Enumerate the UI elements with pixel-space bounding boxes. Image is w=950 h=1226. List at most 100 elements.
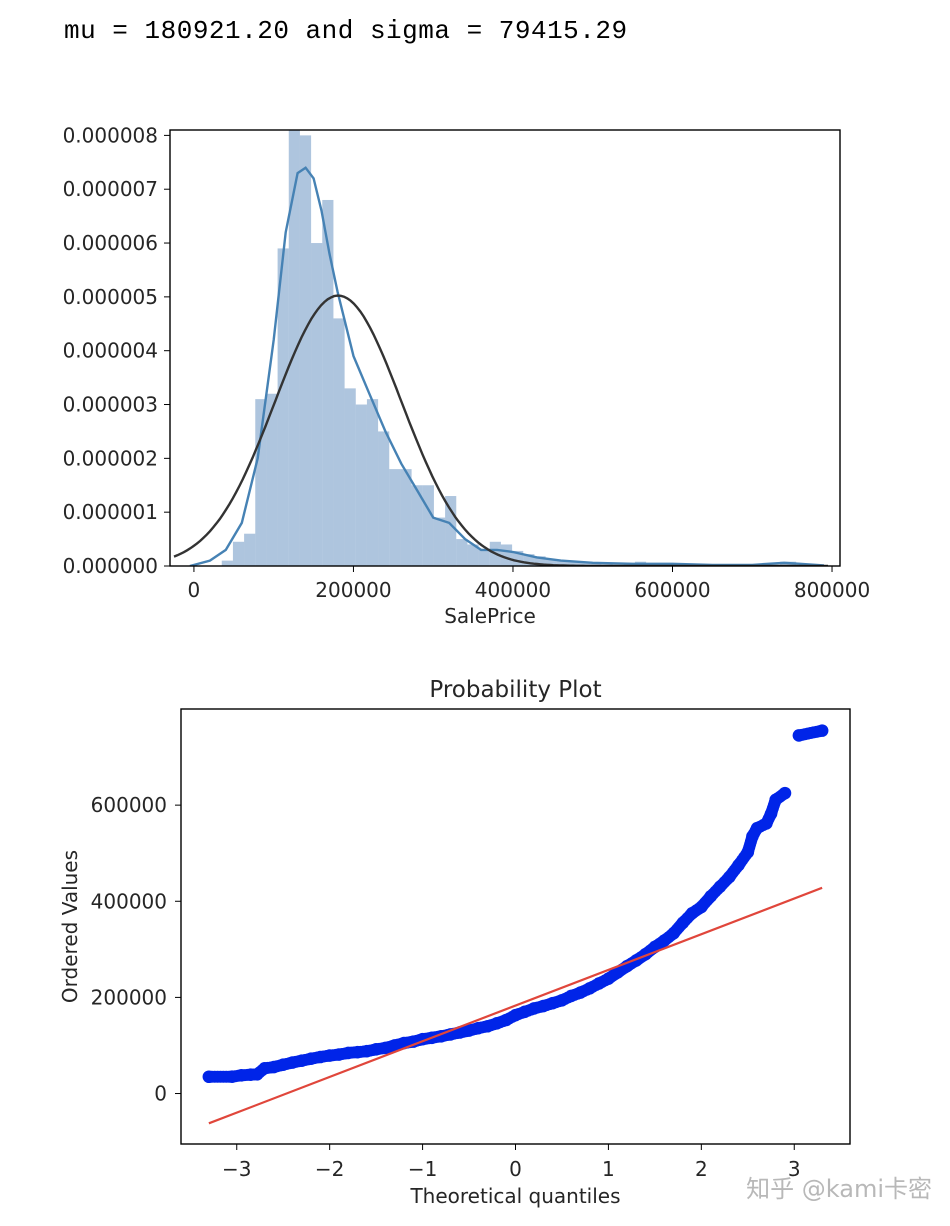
qq-point — [764, 807, 778, 821]
qq-point — [314, 1050, 327, 1064]
fit-line — [208, 886, 823, 1125]
histogram-bar — [445, 496, 457, 566]
y-tick-label: 0.000006 — [63, 231, 158, 255]
x-tick-label: 3 — [788, 1157, 801, 1181]
probability-plot-frame — [180, 708, 851, 1145]
histogram-frame — [169, 129, 841, 567]
y-tick-label: 0.000003 — [63, 393, 158, 417]
y-axis-label: Ordered Values — [58, 850, 82, 1003]
histogram-bar — [433, 517, 446, 566]
qq-point — [369, 1043, 383, 1056]
histogram-bar — [500, 544, 513, 566]
histogram-chart: 0 200000 400000 600000 800000 0.000000 0.00000… — [63, 123, 871, 628]
histogram-bar — [456, 539, 468, 566]
y-tick-label: 0.000004 — [63, 339, 158, 363]
x-tick-label: 0 — [188, 578, 201, 602]
histogram-bar — [512, 550, 524, 566]
y-tick-label: 0 — [154, 1082, 167, 1106]
x-tick-label: −1 — [408, 1157, 437, 1181]
histogram-bar — [378, 431, 390, 566]
qq-point — [611, 966, 625, 979]
qq-point — [657, 934, 671, 947]
qq-point — [304, 1052, 318, 1065]
x-tick-label: 400000 — [475, 578, 551, 602]
histogram-bar — [277, 248, 289, 566]
qq-point — [235, 1069, 248, 1082]
qq-point — [225, 1070, 239, 1084]
qq-point — [769, 793, 782, 807]
qq-point — [583, 981, 597, 995]
kde-curve — [189, 166, 825, 566]
qq-point — [695, 900, 708, 914]
histogram-plot-area — [173, 130, 828, 566]
watermark: 知乎 @kami卡密 — [746, 1175, 932, 1203]
histogram-bar — [221, 560, 233, 566]
histogram-bar — [299, 135, 312, 566]
y-tick-label: 0.000005 — [63, 285, 158, 309]
histogram-bar — [411, 485, 423, 566]
histogram-bar — [523, 554, 535, 566]
qq-point — [778, 786, 792, 800]
histogram-bar — [567, 561, 580, 566]
y-tick-label: 600000 — [91, 793, 167, 817]
qq-point — [815, 724, 829, 737]
qq-point — [323, 1049, 336, 1062]
histogram-bar — [579, 562, 591, 566]
histogram-bar — [545, 559, 557, 566]
probability-plot-area — [202, 724, 829, 1125]
histogram-bar — [232, 541, 245, 566]
histogram-bar — [288, 130, 300, 566]
qq-point — [676, 916, 690, 930]
y-tick-label: 0.000008 — [63, 123, 158, 147]
qq-point — [602, 972, 615, 985]
histogram-bar — [266, 393, 278, 566]
stats-text: mu = 180921.20 and sigma = 79415.29 — [64, 16, 628, 46]
x-tick-label: −2 — [315, 1157, 344, 1181]
qq-point — [750, 821, 764, 835]
qq-point — [722, 870, 736, 884]
qq-point — [732, 858, 745, 872]
qq-point — [667, 927, 680, 940]
histogram-bar — [366, 399, 379, 566]
qq-point — [704, 890, 717, 903]
histogram-bar — [355, 404, 367, 566]
qq-point — [202, 1070, 216, 1084]
histogram-bar — [422, 485, 434, 566]
y-tick-label: 400000 — [91, 889, 167, 913]
histogram-bar — [478, 549, 490, 566]
qq-point — [713, 880, 727, 894]
probability-plot-chart: −3 −2 −1 0 1 2 3 0 200000 400000 600000 Probability… — [58, 677, 851, 1208]
y-tick-label: 0.000002 — [63, 446, 158, 470]
normal-fit-curve — [173, 294, 828, 566]
histogram-bar — [389, 469, 401, 566]
histogram-bar — [534, 556, 546, 566]
qq-point — [351, 1045, 364, 1059]
x-tick-label: 200000 — [315, 578, 391, 602]
qq-point — [741, 845, 755, 859]
x-axis-label: Theoretical quantiles — [409, 1184, 620, 1208]
x-tick-label: 800000 — [794, 578, 870, 602]
histogram-bar — [244, 533, 256, 566]
histogram-bar — [322, 199, 334, 566]
histogram-bar — [467, 544, 479, 566]
qq-point — [332, 1048, 346, 1061]
qq-point — [258, 1061, 271, 1075]
x-tick-label: −3 — [222, 1157, 251, 1181]
qq-point — [792, 729, 806, 742]
qq-point — [499, 1013, 513, 1027]
qq-point — [685, 906, 699, 920]
x-tick-label: 600000 — [634, 578, 710, 602]
x-tick-label: 1 — [602, 1157, 615, 1181]
histogram-bar — [333, 318, 345, 566]
chart-title: Probability Plot — [429, 677, 601, 703]
y-tick-label: 0.000007 — [63, 177, 158, 201]
y-tick-label: 200000 — [91, 985, 167, 1009]
qq-point — [341, 1046, 355, 1060]
histogram-bar — [344, 388, 356, 566]
histogram-bar — [255, 399, 267, 566]
qq-point — [760, 817, 773, 830]
x-tick-label: 0 — [509, 1157, 522, 1181]
y-tick-label: 0.000001 — [63, 500, 158, 524]
qq-point — [592, 977, 606, 990]
x-tick-label: 2 — [695, 1157, 708, 1181]
